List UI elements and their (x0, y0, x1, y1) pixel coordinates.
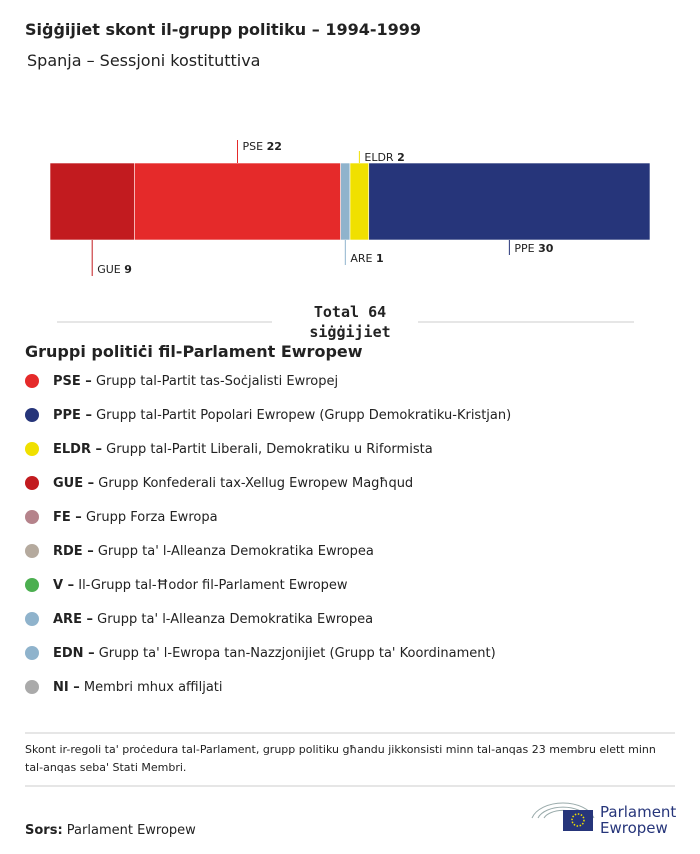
legend-abbr: EDN – (53, 646, 95, 661)
segment-label: GUE 9 (97, 263, 132, 276)
segment-value: 2 (397, 151, 405, 164)
bar-segment (49, 162, 135, 241)
legend-entry: PPE – Grupp tal-Partit Popolari Ewropew … (53, 408, 511, 423)
legend-marker (25, 544, 39, 558)
legend-entry: ELDR – Grupp tal-Partit Liberali, Demokr… (53, 442, 433, 457)
source-label: Sors: (25, 823, 63, 838)
bar-segment (368, 162, 651, 241)
legend-marker (25, 476, 39, 490)
legend-marker (25, 680, 39, 694)
legend-abbr: FE – (53, 510, 82, 525)
legend-marker (25, 408, 39, 422)
legend-entry: NI – Membri mhux affiljati (53, 680, 223, 695)
legend-abbr: ARE – (53, 612, 93, 627)
segment-value: 9 (124, 263, 132, 276)
legend-entry: PSE – Grupp tal-Partit tas-Soċjalisti Ew… (53, 374, 338, 389)
segment-label: ELDR 2 (364, 151, 404, 164)
legend-text: Grupp ta' l-Ewropa tan-Nazzjonijiet (Gru… (99, 646, 496, 661)
legend-entry: GUE – Grupp Konfederali tax-Xellug Ewrop… (53, 476, 413, 491)
segment-value: 1 (376, 252, 384, 265)
bar-segment (349, 162, 370, 241)
legend-text: Grupp tal-Partit Liberali, Demokratiku u… (106, 442, 433, 457)
segment-name: ARE (350, 252, 372, 265)
logo: Parlament Ewropew (531, 802, 676, 837)
legend-abbr: GUE – (53, 476, 94, 491)
chart-subtitle: Spanja – Sessjoni kostituttiva (27, 51, 260, 70)
legend-abbr: V – (53, 578, 74, 593)
logo-text: Ewropew (600, 819, 668, 837)
segment-label: PSE 22 (243, 140, 282, 153)
chart-title: Siġġijiet skont il-grupp politiku – 1994… (25, 20, 421, 39)
legend-marker (25, 646, 39, 660)
segment-name: PPE (514, 242, 534, 255)
legend-marker (25, 612, 39, 626)
legend-text: Grupp Forza Ewropa (86, 510, 218, 525)
legend-text: Grupp Konfederali tax-Xellug Ewropew Mag… (98, 476, 413, 491)
legend-entry: RDE – Grupp ta' l-Alleanza Demokratika E… (53, 544, 374, 559)
legend-marker (25, 442, 39, 456)
segment-value: 30 (538, 242, 554, 255)
segment-label: PPE 30 (514, 242, 553, 255)
segment-name: GUE (97, 263, 121, 276)
segment-name: ELDR (364, 151, 394, 164)
legend-marker (25, 578, 39, 592)
total-value: 64 (368, 303, 386, 321)
legend-text: Membri mhux affiljati (84, 680, 223, 695)
bar-segment (134, 162, 341, 241)
legend-text: Grupp ta' l-Alleanza Demokratika Ewropea (97, 612, 373, 627)
source-text: Parlament Ewropew (67, 823, 196, 838)
legend-marker (25, 510, 39, 524)
total: Total 64 (314, 303, 386, 321)
legend-marker (25, 374, 39, 388)
legend-text: Grupp tal-Partit Popolari Ewropew (Grupp… (96, 408, 511, 423)
source: Sors: Parlament Ewropew (25, 823, 196, 838)
segment-value: 22 (267, 140, 282, 153)
legend-title: Gruppi politiċi fil-Parlament Ewropew (25, 342, 363, 361)
note: Skont ir-regoli ta' proċedura tal-Parlam… (25, 743, 656, 774)
legend-abbr: ELDR – (53, 442, 102, 457)
legend-entry: EDN – Grupp ta' l-Ewropa tan-Nazzjonijie… (53, 646, 496, 661)
legend-abbr: PSE – (53, 374, 92, 389)
legend-entry: V – Il-Grupp tal-Ħodor fil-Parlament Ewr… (53, 578, 348, 593)
logo-text: Parlament (600, 803, 676, 821)
legend-abbr: NI – (53, 680, 80, 695)
legend-text: Grupp ta' l-Alleanza Demokratika Ewropea (98, 544, 374, 559)
legend-abbr: PPE – (53, 408, 92, 423)
bar-segment (340, 162, 351, 241)
legend-entry: FE – Grupp Forza Ewropa (53, 510, 218, 525)
total-unit: siġġijiet (309, 323, 390, 341)
legend-entry: ARE – Grupp ta' l-Alleanza Demokratika E… (53, 612, 373, 627)
legend-text: Grupp tal-Partit tas-Soċjalisti Ewropej (96, 374, 338, 389)
total-label: Total (314, 303, 359, 321)
segment-label: ARE 1 (350, 252, 383, 265)
legend-abbr: RDE – (53, 544, 94, 559)
legend-text: Il-Grupp tal-Ħodor fil-Parlament Ewropew (78, 578, 348, 593)
segment-name: PSE (243, 140, 264, 153)
